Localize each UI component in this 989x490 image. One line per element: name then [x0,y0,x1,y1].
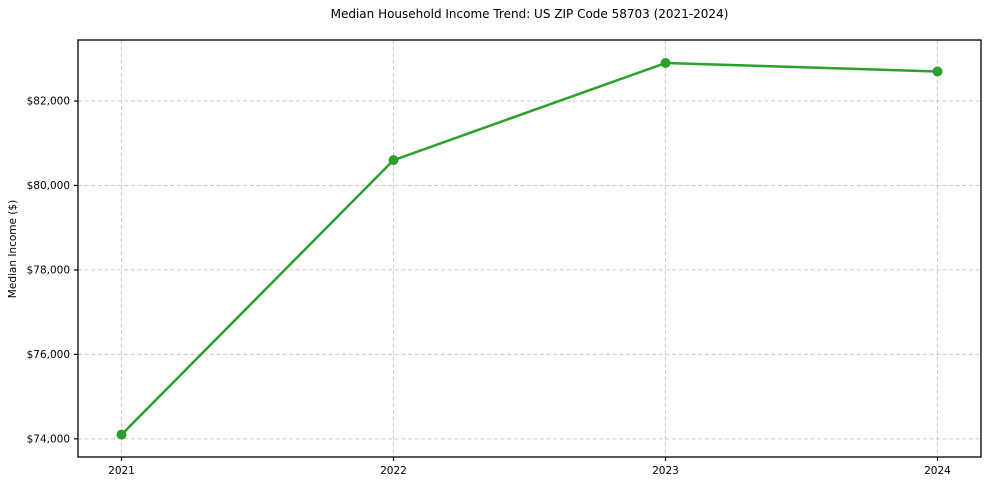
x-tick-label: 2022 [380,465,407,477]
data-point-2024 [932,66,943,77]
y-tick-label: $76,000 [27,349,70,361]
chart-title: Median Household Income Trend: US ZIP Co… [330,7,729,21]
x-tick-label: 2024 [924,465,951,477]
x-tick-label: 2021 [108,465,135,477]
x-tick-label: 2023 [652,465,679,477]
y-tick-label: $74,000 [27,433,70,445]
y-tick-label: $80,000 [27,180,70,192]
data-point-2022 [388,155,399,166]
y-tick-label: $78,000 [27,264,70,276]
data-point-2021 [116,429,127,440]
y-tick-label: $82,000 [27,96,70,108]
plot-border [77,39,982,458]
trend-line [120,61,939,436]
data-point-2023 [660,58,671,69]
